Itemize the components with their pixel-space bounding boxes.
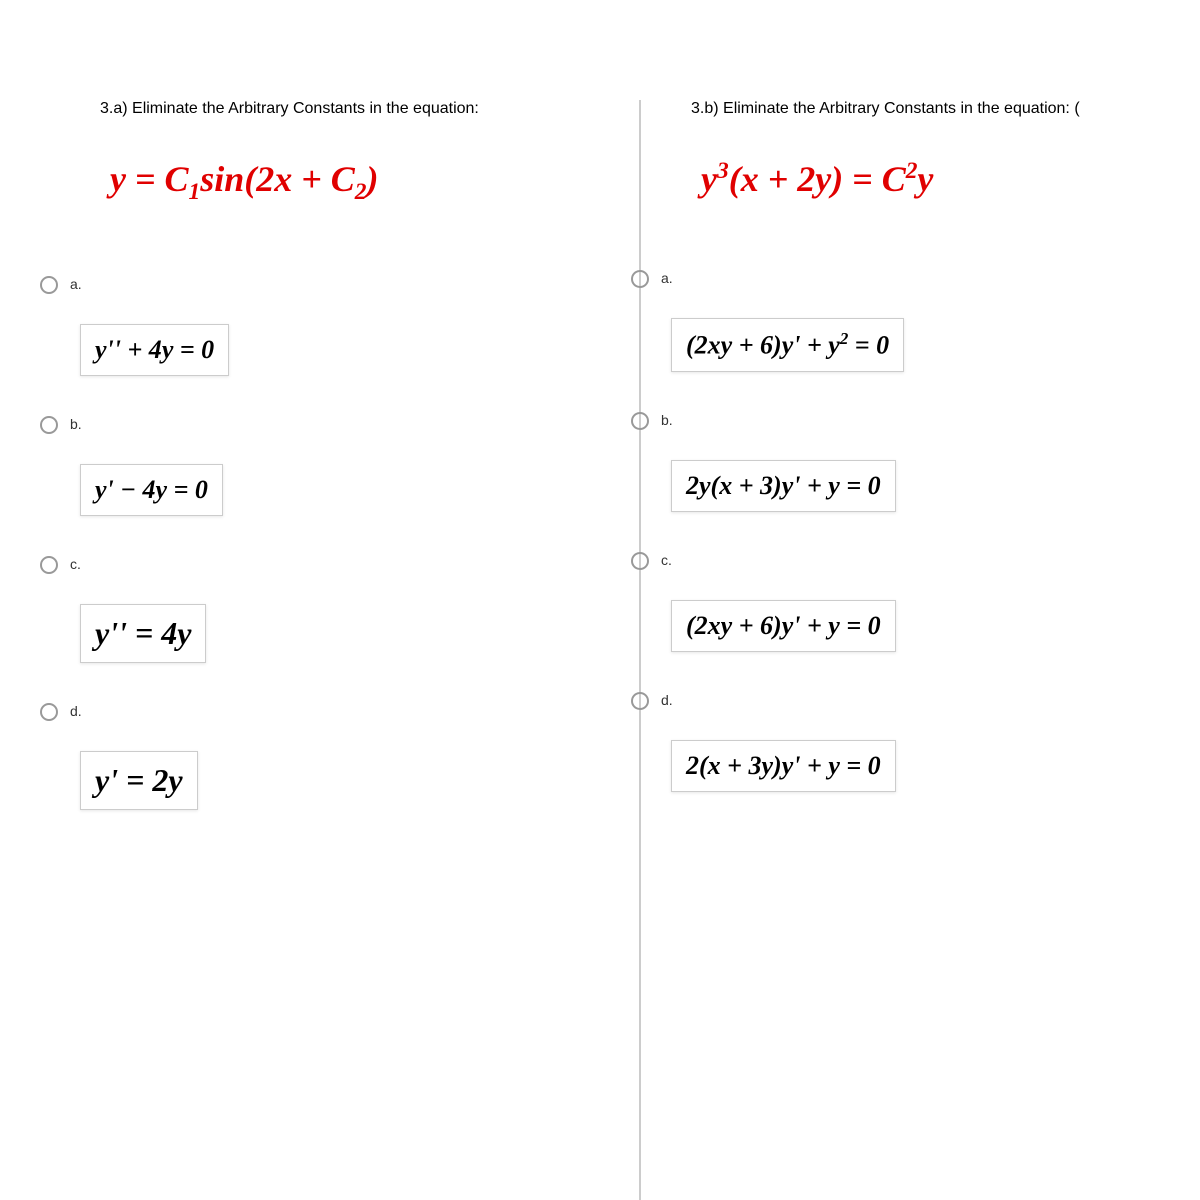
option-label: c. <box>70 556 81 572</box>
option-body: (2xy + 6)y' + y2 = 0 <box>671 318 1190 372</box>
option-equation: y'' + 4y = 0 <box>80 324 229 376</box>
option-equation: (2xy + 6)y' + y = 0 <box>671 600 896 652</box>
radio-icon[interactable] <box>631 552 649 570</box>
radio-icon[interactable] <box>40 276 58 294</box>
prompt-left: 3.a) Eliminate the Arbitrary Constants i… <box>100 100 599 118</box>
radio-icon[interactable] <box>631 412 649 430</box>
option-label: d. <box>70 703 82 719</box>
option-equation: y' = 2y <box>80 751 198 810</box>
option-body: y' − 4y = 0 <box>80 464 599 516</box>
option-body: y' = 2y <box>80 751 599 810</box>
radio-icon[interactable] <box>40 416 58 434</box>
option-equation: 2(x + 3y)y' + y = 0 <box>671 740 896 792</box>
main-equation-left: y = C1sin(2x + C2) <box>100 158 599 206</box>
option-row[interactable]: a. <box>631 270 1190 288</box>
option-label: b. <box>70 416 82 432</box>
question-column-left: 3.a) Eliminate the Arbitrary Constants i… <box>0 100 641 1200</box>
radio-icon[interactable] <box>631 692 649 710</box>
option-equation: y'' = 4y <box>80 604 206 663</box>
option-body: (2xy + 6)y' + y = 0 <box>671 600 1190 652</box>
option-body: y'' = 4y <box>80 604 599 663</box>
option-equation: (2xy + 6)y' + y2 = 0 <box>671 318 904 372</box>
option-group-left: a. y'' + 4y = 0 b. y' − 4y = 0 c. y'' = … <box>100 276 599 810</box>
main-equation-right: y3(x + 2y) = C2y <box>691 158 1190 200</box>
radio-icon[interactable] <box>631 270 649 288</box>
option-row[interactable]: c. <box>40 556 599 574</box>
option-equation: 2y(x + 3)y' + y = 0 <box>671 460 896 512</box>
question-column-right: 3.b) Eliminate the Arbitrary Constants i… <box>641 100 1200 1200</box>
option-group-right: a. (2xy + 6)y' + y2 = 0 b. 2y(x + 3)y' +… <box>691 270 1190 792</box>
option-row[interactable]: c. <box>631 552 1190 570</box>
option-label: c. <box>661 552 672 568</box>
option-row[interactable]: d. <box>631 692 1190 710</box>
option-row[interactable]: a. <box>40 276 599 294</box>
option-label: d. <box>661 692 673 708</box>
option-body: 2(x + 3y)y' + y = 0 <box>671 740 1190 792</box>
radio-icon[interactable] <box>40 556 58 574</box>
option-label: a. <box>70 276 82 292</box>
option-equation: y' − 4y = 0 <box>80 464 223 516</box>
option-label: b. <box>661 412 673 428</box>
option-body: y'' + 4y = 0 <box>80 324 599 376</box>
radio-icon[interactable] <box>40 703 58 721</box>
option-row[interactable]: d. <box>40 703 599 721</box>
option-label: a. <box>661 270 673 286</box>
prompt-right: 3.b) Eliminate the Arbitrary Constants i… <box>691 100 1190 118</box>
option-row[interactable]: b. <box>631 412 1190 430</box>
option-row[interactable]: b. <box>40 416 599 434</box>
option-body: 2y(x + 3)y' + y = 0 <box>671 460 1190 512</box>
